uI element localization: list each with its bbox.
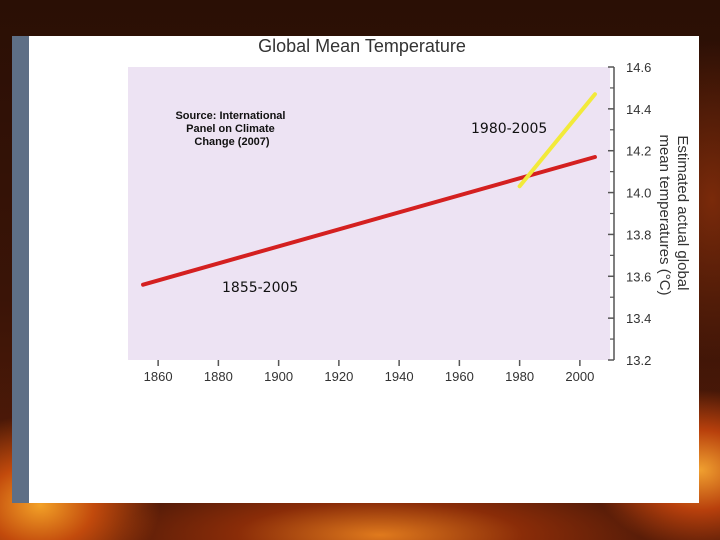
y-axis: 13.2 13.4 13.6 13.8 14.0 14.2 14.4 14.6 xyxy=(608,60,651,368)
slide-left-border xyxy=(12,36,32,503)
yellow-line-label: 1980-2005 xyxy=(471,121,547,137)
source-line-2: Panel on Climate xyxy=(186,123,275,135)
y-tick-label-7: 14.6 xyxy=(626,60,651,75)
x-axis: 1860 1880 1900 1920 1940 1960 1980 2000 xyxy=(144,360,594,384)
chart-title: Global Mean Temperature xyxy=(258,36,466,56)
plot-area xyxy=(128,67,610,360)
series-lines xyxy=(141,92,597,287)
series-line-1980-2005 xyxy=(517,92,597,189)
y-tick-label-6: 14.4 xyxy=(626,102,651,117)
x-tick-label-7: 2000 xyxy=(565,369,594,384)
source-line-3: Change (2007) xyxy=(194,136,270,148)
slide-left-border-inner xyxy=(29,36,32,503)
y-tick-label-0: 13.2 xyxy=(626,353,651,368)
y-axis-label-line-1: Estimated actual global xyxy=(674,135,691,290)
x-tick-label-4: 1940 xyxy=(385,369,414,384)
y-tick-label-1: 13.4 xyxy=(626,311,651,326)
x-tick-label-1: 1880 xyxy=(204,369,233,384)
source-annotation: Source: International Panel on Climate C… xyxy=(175,110,288,148)
y-tick-label-3: 13.8 xyxy=(626,227,651,242)
y-tick-label-5: 14.2 xyxy=(626,144,651,159)
y-axis-label-line-2: mean temperatures (°C) xyxy=(656,134,673,295)
source-line-1: Source: International xyxy=(175,110,285,122)
y-axis-label: Estimated actual global mean temperature… xyxy=(656,134,691,295)
y-tick-label-2: 13.6 xyxy=(626,269,651,284)
series-line-1855-2005 xyxy=(141,154,597,287)
x-tick-label-6: 1980 xyxy=(505,369,534,384)
x-tick-label-5: 1960 xyxy=(445,369,474,384)
red-line-label: 1855-2005 xyxy=(222,280,298,296)
y-tick-label-4: 14.0 xyxy=(626,186,651,201)
x-tick-label-2: 1900 xyxy=(264,369,293,384)
x-tick-label-3: 1920 xyxy=(324,369,353,384)
x-tick-label-0: 1860 xyxy=(144,369,173,384)
